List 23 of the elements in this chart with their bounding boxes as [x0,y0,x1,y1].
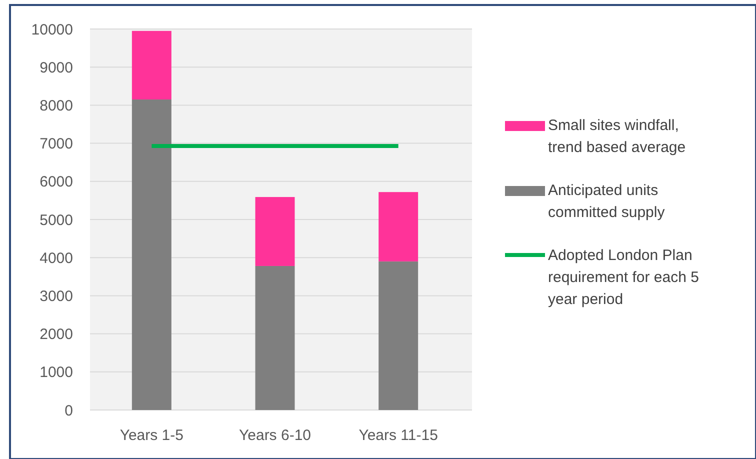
bar [255,197,295,266]
y-tick-label: 4000 [40,250,73,267]
bar [132,99,172,410]
y-tick-label: 5000 [40,212,73,229]
y-tick-label: 3000 [40,288,73,305]
y-tick-label: 8000 [40,97,73,114]
y-tick-label: 10000 [31,21,73,38]
y-tick-label: 0 [64,402,73,420]
y-tick-label: 6000 [40,174,73,191]
bar [132,30,172,100]
bar [378,261,418,410]
x-tick-label: Years 6-10 [239,427,311,444]
legend-label: Small sites windfall, trend based average [548,117,686,156]
legend-label: Adopted London Plan requirement for each 5 year period [548,247,699,308]
y-tick-label: 7000 [40,136,73,153]
x-tick-label: Years 11-15 [358,427,438,444]
y-tick-label: 2000 [40,326,73,344]
x-tick-label: Years 1-5 [120,427,184,444]
bar [255,266,295,410]
bar [378,192,418,262]
y-tick-label: 1000 [40,364,73,382]
y-tick-label: 9000 [40,59,73,76]
legend-label: Anticipated units committed supply [548,182,666,221]
